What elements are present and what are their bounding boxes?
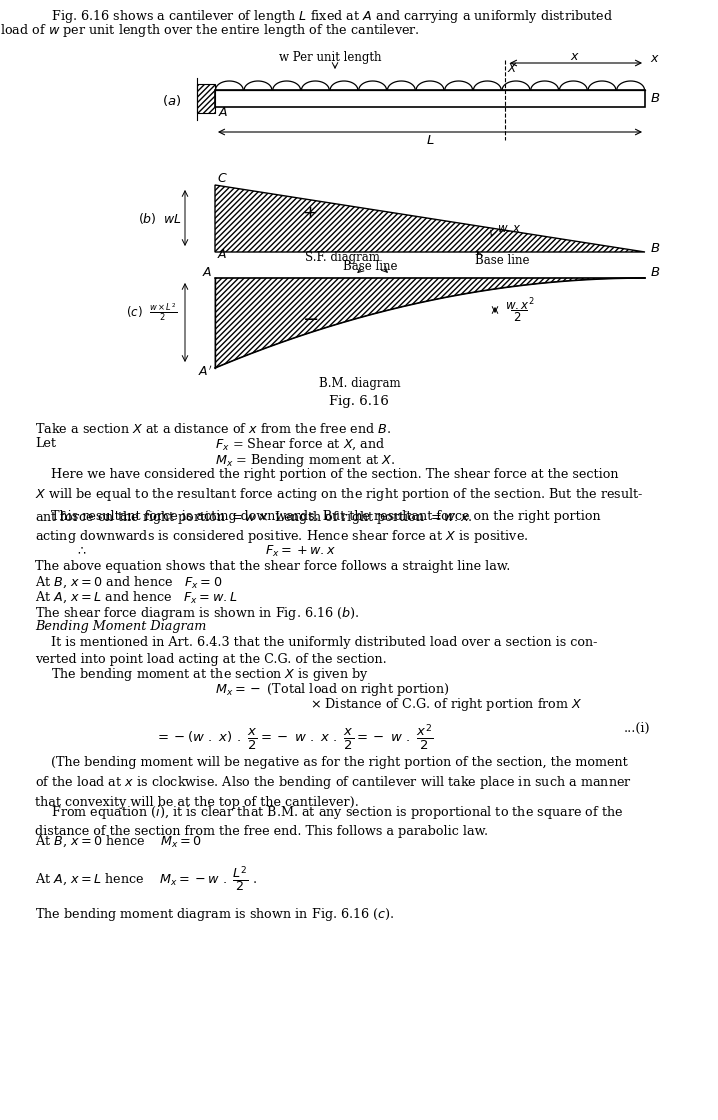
Text: $x$: $x$ bbox=[570, 49, 580, 63]
Text: Base line: Base line bbox=[342, 260, 397, 272]
Text: Bending Moment Diagram: Bending Moment Diagram bbox=[35, 620, 206, 633]
Text: $L$: $L$ bbox=[426, 134, 434, 147]
Text: At $A$, $x = L$ and hence   $F_x = w.L$: At $A$, $x = L$ and hence $F_x = w.L$ bbox=[35, 590, 238, 606]
Text: $B$: $B$ bbox=[650, 265, 661, 279]
Text: The bending moment at the section $X$ is given by: The bending moment at the section $X$ is… bbox=[35, 666, 369, 683]
Text: $F_x = + w.x$: $F_x = + w.x$ bbox=[265, 544, 336, 559]
Text: $+$: $+$ bbox=[302, 204, 317, 222]
Text: $\overline{\ 2\ }$: $\overline{\ 2\ }$ bbox=[510, 309, 527, 325]
Text: $M_x = -$ (Total load on right portion): $M_x = -$ (Total load on right portion) bbox=[215, 681, 449, 698]
Text: $B$: $B$ bbox=[650, 92, 661, 105]
Text: At $B$, $x = 0$ hence    $M_x = 0$: At $B$, $x = 0$ hence $M_x = 0$ bbox=[35, 834, 202, 849]
Text: load of $w$ per unit length over the entire length of the cantilever.: load of $w$ per unit length over the ent… bbox=[0, 22, 420, 39]
Text: The shear force diagram is shown in Fig. 6.16 ($b$).: The shear force diagram is shown in Fig.… bbox=[35, 605, 360, 622]
Text: The above equation shows that the shear force follows a straight line law.: The above equation shows that the shear … bbox=[35, 560, 510, 573]
Text: At $B$, $x = 0$ and hence   $F_x = 0$: At $B$, $x = 0$ and hence $F_x = 0$ bbox=[35, 575, 223, 590]
Text: $x$: $x$ bbox=[650, 52, 660, 65]
Text: $A$: $A$ bbox=[218, 105, 228, 119]
Text: $A$: $A$ bbox=[202, 265, 212, 279]
Text: Here we have considered the right portion of the section. The shear force at the: Here we have considered the right portio… bbox=[35, 468, 643, 525]
Text: This resultant force is acting downwards. But the resultant force on the right p: This resultant force is acting downwards… bbox=[35, 510, 601, 545]
Text: Base line: Base line bbox=[475, 253, 529, 267]
Text: $= -(w\ .\ x)\ .\ \dfrac{x}{2} = -\ w\ .\ x\ .\ \dfrac{x}{2} = -\ w\ .\ \dfrac{x: $= -(w\ .\ x)\ .\ \dfrac{x}{2} = -\ w\ .… bbox=[155, 722, 434, 752]
Text: $(c)$  $\frac{w \times L^2}{2}$: $(c)$ $\frac{w \times L^2}{2}$ bbox=[126, 301, 177, 323]
Text: $C$: $C$ bbox=[217, 171, 228, 185]
Text: $(b)$  $wL$: $(b)$ $wL$ bbox=[138, 211, 182, 225]
Text: At $A$, $x = L$ hence    $M_x = -w\ .\ \dfrac{L^2}{2}$ .: At $A$, $x = L$ hence $M_x = -w\ .\ \dfr… bbox=[35, 864, 257, 894]
Text: Let: Let bbox=[35, 437, 56, 450]
Text: B.M. diagram: B.M. diagram bbox=[320, 376, 401, 390]
Text: $X$: $X$ bbox=[507, 62, 518, 75]
Text: $A'$: $A'$ bbox=[197, 365, 212, 380]
Text: From equation ($i$), it is clear that B.M. at any section is proportional to the: From equation ($i$), it is clear that B.… bbox=[35, 804, 624, 839]
Text: The bending moment diagram is shown in Fig. 6.16 ($c$).: The bending moment diagram is shown in F… bbox=[35, 906, 395, 923]
Text: $M_x$ = Bending moment at $X$.: $M_x$ = Bending moment at $X$. bbox=[215, 452, 396, 469]
Text: It is mentioned in Art. 6.4.3 that the uniformly distributed load over a section: It is mentioned in Art. 6.4.3 that the u… bbox=[35, 636, 597, 666]
Text: Fig. 6.16: Fig. 6.16 bbox=[329, 395, 389, 409]
Text: $\times$ Distance of C.G. of right portion from $X$: $\times$ Distance of C.G. of right porti… bbox=[310, 696, 582, 713]
Text: (The bending moment will be negative as for the right portion of the section, th: (The bending moment will be negative as … bbox=[35, 756, 632, 809]
Text: $B$: $B$ bbox=[650, 243, 661, 255]
Text: w Per unit length: w Per unit length bbox=[279, 52, 381, 65]
Text: $F_x$ = Shear force at $X$, and: $F_x$ = Shear force at $X$, and bbox=[215, 437, 386, 452]
Text: S.F. diagram: S.F. diagram bbox=[305, 252, 380, 264]
Polygon shape bbox=[215, 90, 645, 108]
Text: ...(i): ...(i) bbox=[623, 722, 650, 735]
Text: $A$: $A$ bbox=[217, 249, 228, 261]
Text: $-$: $-$ bbox=[302, 309, 318, 327]
Text: $\therefore$: $\therefore$ bbox=[75, 544, 87, 557]
Text: $w.x^2$: $w.x^2$ bbox=[505, 297, 535, 314]
Text: Fig. 6.16 shows a cantilever of length $L$ fixed at $A$ and carrying a uniformly: Fig. 6.16 shows a cantilever of length $… bbox=[35, 8, 613, 25]
Text: Take a section $X$ at a distance of $x$ from the free end $B$.: Take a section $X$ at a distance of $x$ … bbox=[35, 422, 391, 436]
Text: $w.x$: $w.x$ bbox=[497, 222, 522, 234]
Text: $(a)$: $(a)$ bbox=[162, 93, 182, 108]
